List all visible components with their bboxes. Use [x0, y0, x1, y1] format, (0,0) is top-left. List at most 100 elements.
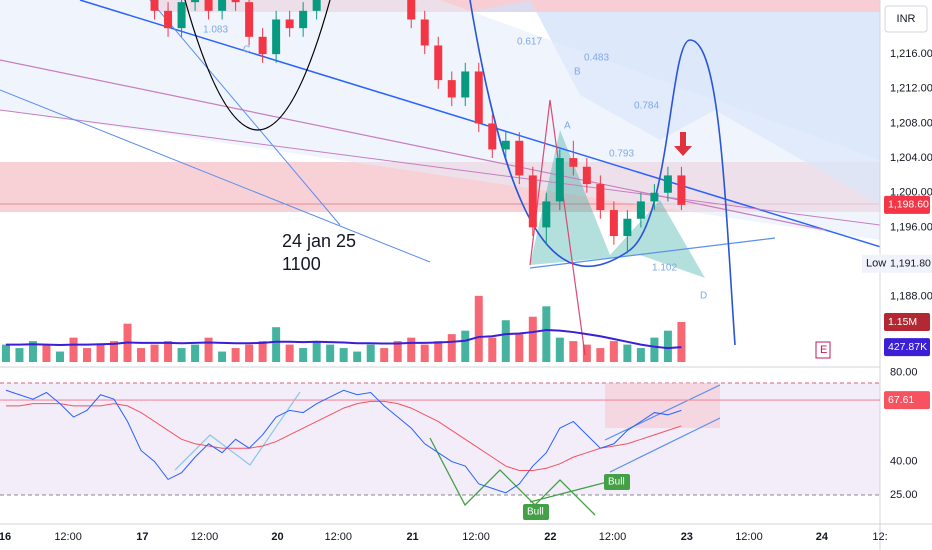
volume-bar: [1, 344, 10, 362]
volume-bar: [393, 341, 402, 362]
annotation: 24 jan 25: [282, 231, 356, 251]
volume-bar: [447, 334, 456, 362]
y-tick-label: 1,216.00: [890, 48, 932, 60]
candle-body: [582, 166, 591, 185]
volume-bar: [420, 344, 429, 362]
bull-tag: [604, 474, 630, 490]
x-tick-label: 23: [681, 531, 693, 543]
volume-bar: [474, 295, 483, 362]
volume-last-bg: [884, 312, 930, 331]
volume-bar: [326, 344, 335, 362]
bull-tag: [523, 504, 549, 520]
rsi-tick-label: 25.00: [890, 489, 918, 501]
x-tick-label: 12:00: [191, 531, 219, 543]
annotation: 0.617: [517, 37, 542, 48]
annotation: 0.483: [584, 53, 609, 64]
x-tick-label: 12:: [872, 531, 887, 543]
y-tick-label: 1,200.00: [890, 187, 932, 199]
volume-bar: [623, 344, 632, 362]
candle-body: [447, 80, 456, 98]
x-tick-label: 12:00: [735, 531, 763, 543]
candle-body: [515, 140, 524, 176]
rsi-level-label-bg: [884, 391, 930, 410]
annotation: D: [700, 291, 707, 302]
low-value: 1,191.80: [890, 258, 931, 270]
e-tag: [815, 341, 831, 359]
candle-body: [501, 140, 510, 150]
candle-body: [299, 10, 308, 29]
candle-body: [461, 71, 470, 98]
volume-bar: [285, 344, 294, 362]
volume-bar: [150, 344, 159, 362]
volume-bar: [42, 344, 51, 362]
x-tick-label: 12:00: [54, 531, 82, 543]
candle-body: [191, 0, 200, 3]
last-price-bg: [884, 195, 930, 214]
candle-body: [285, 19, 294, 29]
volume-bar: [231, 348, 240, 362]
candle-body: [420, 19, 429, 46]
volume-bar: [15, 348, 24, 362]
annotation: C: [243, 45, 250, 56]
volume-bar: [164, 341, 173, 362]
candle-body: [434, 45, 443, 81]
volume-ma-last: 427.87K: [888, 341, 927, 353]
volume-bar: [218, 351, 227, 362]
candle-body: [609, 210, 618, 237]
volume-bar: [83, 348, 92, 362]
annotation: E: [820, 344, 827, 356]
candle-body: [488, 123, 497, 150]
annotation: 0.793: [609, 149, 634, 160]
y-tick-label: 1,188.00: [890, 291, 932, 303]
rsi-ma: [5, 400, 682, 472]
volume-bar: [501, 320, 510, 362]
annotation: 1.102: [652, 263, 677, 274]
x-tick-label: 16: [0, 531, 11, 543]
rsi-line: [5, 389, 682, 494]
x-tick-label: 21: [406, 531, 418, 543]
volume-bar: [110, 341, 119, 362]
volume-bar: [204, 337, 213, 362]
volume-bar: [353, 351, 362, 362]
volume-bar: [596, 348, 605, 362]
volume-bar: [258, 341, 267, 362]
annotation: 0.784: [634, 101, 659, 112]
candle-body: [218, 0, 227, 11]
volume-bar: [380, 348, 389, 362]
y-tick-label: 1,196.00: [890, 221, 932, 233]
annotation: Bull: [608, 477, 625, 488]
annotation: 1100: [282, 254, 321, 274]
candle-body: [177, 2, 186, 29]
last-price: 1,198.60: [888, 199, 929, 211]
rsi-tick-label: 40.00: [890, 456, 918, 468]
volume-bar: [245, 344, 254, 362]
rsi-band: [0, 383, 880, 495]
volume-ma: [5, 328, 682, 350]
rsi-pane: [0, 389, 880, 494]
low-bg: [862, 254, 932, 273]
volume-bar: [488, 337, 497, 362]
volume-last: 1.15M: [888, 316, 917, 328]
x-tick-label: 12:00: [599, 531, 627, 543]
candle-body: [636, 201, 645, 219]
y-tick-label: 1,212.00: [890, 83, 932, 95]
volume-bar: [191, 344, 200, 362]
volume-bar: [650, 337, 659, 362]
volume-bar: [609, 341, 618, 362]
candle-body: [677, 175, 686, 205]
low-label: Low: [866, 258, 886, 270]
currency: INR: [897, 13, 916, 25]
volume-bar: [407, 337, 416, 362]
volume-bar: [96, 344, 105, 362]
candle-body: [596, 184, 605, 211]
volume-bar: [55, 351, 64, 362]
volume-bar: [636, 348, 645, 362]
x-tick-label: 17: [136, 531, 148, 543]
volume-bar: [528, 316, 537, 362]
volume-bar: [663, 330, 672, 362]
candle-body: [474, 71, 483, 124]
volume-bar: [515, 334, 524, 362]
candle-body: [407, 0, 416, 20]
candle-body: [245, 2, 254, 37]
volume-bar: [299, 348, 308, 362]
